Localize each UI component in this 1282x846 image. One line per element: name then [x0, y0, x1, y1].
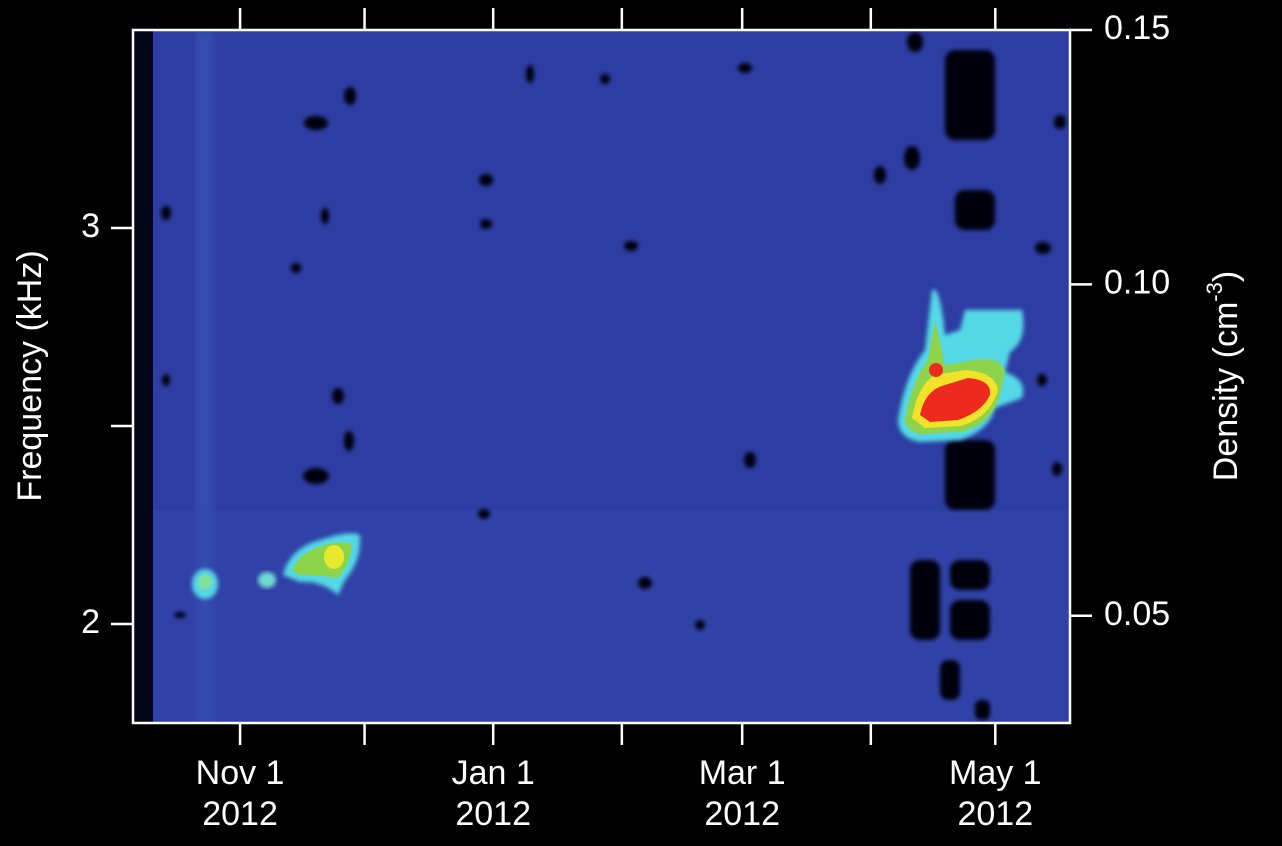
y2-tick-label: 0.05 [1104, 595, 1170, 633]
x-tick-label: Nov 1 [196, 754, 285, 792]
x-tick-label: May 1 [949, 754, 1042, 792]
y2-tick-label: 0.15 [1104, 9, 1170, 47]
x-tick-label-year: 2012 [202, 795, 278, 833]
x-tick-label-year: 2012 [957, 795, 1033, 833]
y-tick-label: 2 [81, 603, 100, 641]
dropouts [161, 32, 1066, 720]
emission-blob-nov [192, 533, 361, 599]
y2-axis-title: Density (cm-3) [1202, 271, 1245, 481]
data-gap [133, 30, 153, 723]
y-tick-label: 3 [81, 207, 100, 245]
spectrogram-image [133, 30, 1070, 723]
y2-title-exponent: -3 [1202, 282, 1227, 302]
y-axis-title: Frequency (kHz) [11, 250, 49, 501]
x-tick-label: Mar 1 [699, 754, 786, 792]
y2-title-main: Density (cm [1207, 302, 1245, 481]
y2-tick-label: 0.10 [1104, 263, 1170, 301]
x-tick-label-year: 2012 [704, 795, 780, 833]
x-tick-label: Jan 1 [452, 754, 535, 792]
plot-frame [131, 28, 1072, 725]
y2-title-end: ) [1207, 271, 1245, 282]
emission-blob-apr [898, 289, 1024, 442]
x-tick-label-year: 2012 [455, 795, 531, 833]
